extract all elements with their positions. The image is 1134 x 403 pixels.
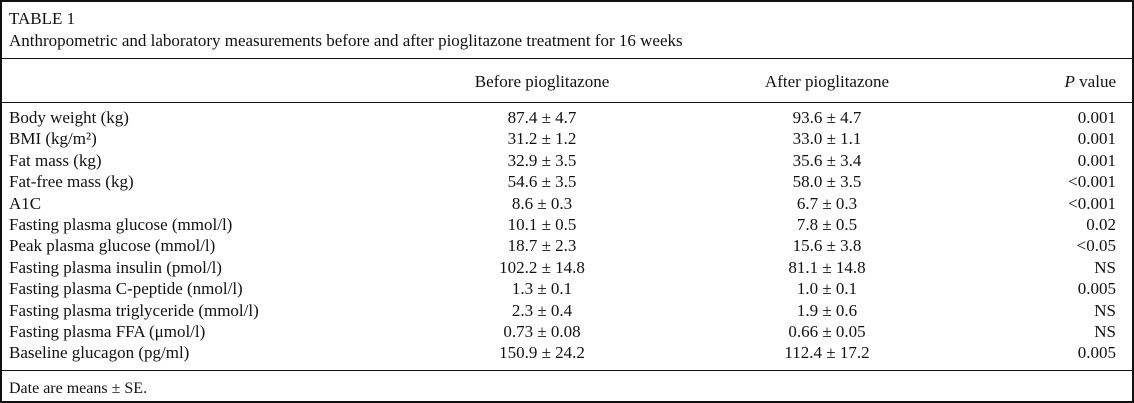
table-row: Fat mass (kg) 32.9 ± 3.5 35.6 ± 3.4 0.001	[2, 150, 1132, 171]
table-row: Fasting plasma FFA (μmol/l) 0.73 ± 0.08 0.…	[2, 321, 1132, 342]
table-body: Body weight (kg) 87.4 ± 4.7 93.6 ± 4.7 0.00…	[2, 103, 1132, 371]
p-value: 0.001	[1077, 129, 1116, 149]
row-label: Body weight (kg)	[9, 108, 129, 127]
measurements-table: Before pioglitazone After pioglitazone P…	[2, 59, 1132, 371]
p-value: 0.001	[1077, 108, 1116, 127]
p-value: 0.02	[1086, 215, 1116, 235]
row-label: Fasting plasma FFA (μmol/l)	[9, 322, 206, 342]
column-header-before: Before pioglitazone	[442, 59, 642, 103]
after-value: 6.7 ± 0.3	[796, 193, 858, 213]
table-label: TABLE 1	[9, 9, 76, 28]
table-header-row: Before pioglitazone After pioglitazone P…	[2, 59, 1132, 103]
row-label: Baseline glucagon (pg/ml)	[9, 343, 190, 363]
p-value: NS	[1094, 300, 1116, 320]
table-row: Fasting plasma insulin (pmol/l) 102.2 ± 1…	[2, 257, 1132, 278]
before-value: 102.2 ± 14.8	[499, 257, 585, 277]
after-value: 81.1 ± 14.8	[788, 257, 866, 277]
after-value: 0.66 ± 0.05	[788, 322, 866, 342]
after-value: 33.0 ± 1.1	[792, 129, 862, 149]
before-value: 8.6 ± 0.3	[511, 193, 573, 213]
row-label: Fat-free mass (kg)	[9, 172, 134, 192]
p-value: <0.001	[1068, 172, 1116, 192]
column-header-p-value: P value	[1012, 59, 1132, 103]
before-value: 2.3 ± 0.4	[511, 300, 573, 320]
after-value: 58.0 ± 3.5	[792, 172, 862, 192]
p-value: 0.005	[1077, 279, 1116, 299]
p-value: NS	[1094, 257, 1116, 277]
table-row: BMI (kg/m²) 31.2 ± 1.2 33.0 ± 1.1 0.001	[2, 128, 1132, 149]
before-value: 0.73 ± 0.08	[503, 322, 581, 342]
table-footnote: Date are means ± SE.	[9, 379, 148, 397]
row-label: BMI (kg/m²)	[9, 129, 97, 149]
row-label: Fasting plasma glucose (mmol/l)	[9, 215, 233, 235]
p-value: <0.05	[1076, 236, 1116, 256]
table-title-block: TABLE 1 Anthropometric and laboratory me…	[2, 2, 1132, 59]
p-value: <0.001	[1068, 193, 1116, 213]
after-value: 93.6 ± 4.7	[792, 108, 862, 127]
before-value: 1.3 ± 0.1	[511, 279, 573, 299]
after-value: 15.6 ± 3.8	[792, 236, 862, 256]
table-row: A1C 8.6 ± 0.3 6.7 ± 0.3 <0.001	[2, 193, 1132, 214]
table-row: Fasting plasma glucose (mmol/l) 10.1 ± 0.…	[2, 214, 1132, 235]
before-value: 54.6 ± 3.5	[507, 172, 577, 192]
row-label: A1C	[9, 193, 42, 213]
table-row: Fasting plasma C-peptide (nmol/l) 1.3 ± 0…	[2, 278, 1132, 299]
row-label: Fasting plasma insulin (pmol/l)	[9, 257, 222, 277]
p-value-word: value	[1074, 72, 1116, 91]
p-symbol: P	[1064, 72, 1075, 91]
table-row: Fasting plasma triglyceride (mmol/l) 2.3 …	[2, 300, 1132, 321]
after-value: 35.6 ± 3.4	[792, 150, 862, 170]
table-row: Fat-free mass (kg) 54.6 ± 3.5 58.0 ± 3.5 <0…	[2, 171, 1132, 192]
before-value: 32.9 ± 3.5	[507, 150, 577, 170]
before-value: 31.2 ± 1.2	[507, 129, 577, 149]
column-header-after: After pioglitazone	[642, 59, 1012, 103]
p-value: 0.001	[1077, 150, 1116, 170]
after-value: 1.0 ± 0.1	[796, 279, 858, 299]
p-value: 0.005	[1077, 343, 1116, 363]
before-value: 150.9 ± 24.2	[499, 343, 585, 363]
after-value: 7.8 ± 0.5	[796, 215, 858, 235]
after-value: 112.4 ± 17.2	[784, 343, 870, 363]
table-row: Baseline glucagon (pg/ml) 150.9 ± 24.2 112…	[2, 342, 1132, 370]
table-caption: Anthropometric and laboratory measuremen…	[9, 31, 683, 50]
after-value: 1.9 ± 0.6	[796, 300, 858, 320]
before-value: 10.1 ± 0.5	[507, 215, 577, 235]
table-row: Peak plasma glucose (mmol/l) 18.7 ± 2.3 15…	[2, 235, 1132, 256]
row-label: Fat mass (kg)	[9, 150, 102, 170]
before-value: 87.4 ± 4.7	[507, 108, 577, 127]
column-header-rowhead	[2, 59, 442, 103]
row-label: Fasting plasma C-peptide (nmol/l)	[9, 279, 243, 299]
before-value: 18.7 ± 2.3	[507, 236, 577, 256]
table-row: Body weight (kg) 87.4 ± 4.7 93.6 ± 4.7 0.00…	[2, 103, 1132, 129]
row-label: Peak plasma glucose (mmol/l)	[9, 236, 216, 256]
p-value: NS	[1094, 322, 1116, 342]
row-label: Fasting plasma triglyceride (mmol/l)	[9, 300, 259, 320]
